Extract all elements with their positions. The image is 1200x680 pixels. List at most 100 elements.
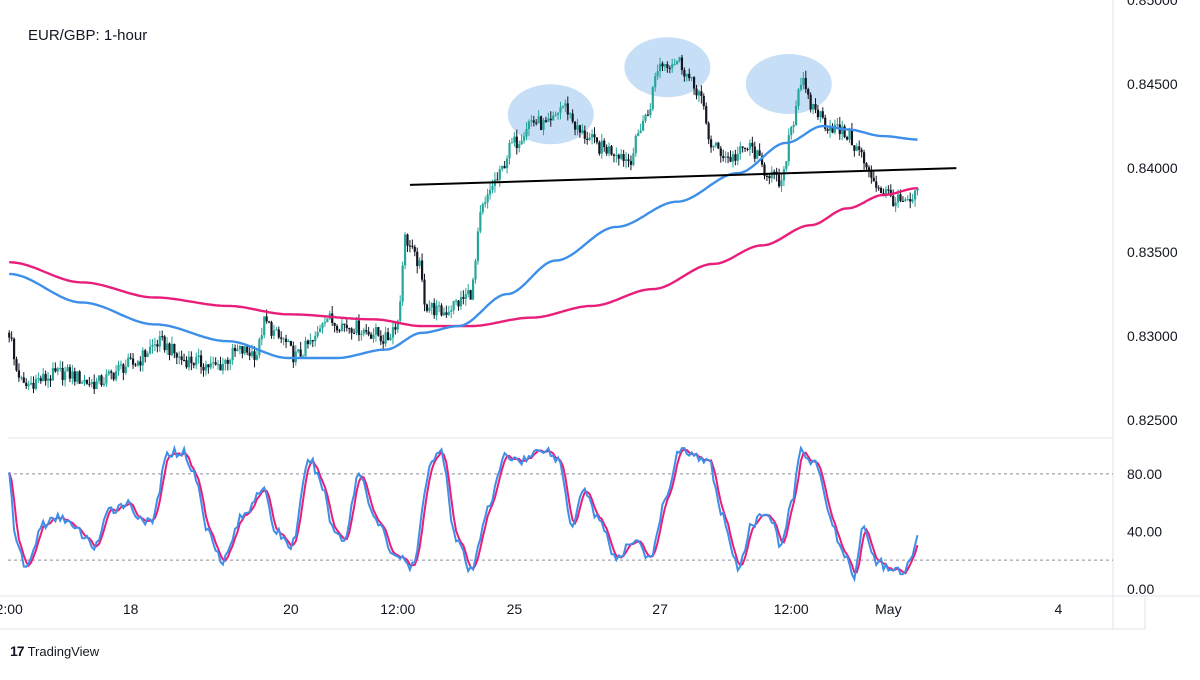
candle-body	[369, 334, 373, 339]
candle-body	[418, 260, 421, 267]
candle-body	[391, 327, 395, 338]
candle-body	[20, 377, 23, 379]
candle-body	[362, 329, 365, 334]
candle-body	[46, 378, 50, 381]
candle-body	[185, 360, 188, 368]
candle-body	[649, 109, 652, 116]
candle-body	[581, 130, 584, 133]
candle-body	[321, 323, 324, 329]
candle-body	[675, 60, 679, 65]
candle-body	[416, 251, 419, 267]
candle-body	[134, 364, 137, 366]
grid-layer	[0, 0, 1200, 630]
candle-body	[71, 371, 74, 379]
candle-body	[539, 116, 543, 130]
candle-body	[95, 380, 98, 390]
candle-body	[32, 382, 35, 389]
candle-body	[110, 371, 113, 373]
candle-body	[408, 245, 412, 247]
candle-body	[352, 332, 356, 334]
candle-body	[236, 349, 239, 352]
stochastic-tick-label: 0.00	[1127, 581, 1154, 597]
candle-body	[605, 147, 608, 154]
candle-body	[515, 136, 518, 149]
candle-body	[821, 111, 824, 118]
candle-body	[610, 146, 613, 155]
candle-body	[287, 340, 290, 343]
candle-body	[37, 378, 40, 380]
candle-body	[773, 171, 776, 173]
candle-body	[641, 120, 645, 131]
candle-body	[814, 104, 817, 110]
candle-body	[683, 70, 686, 77]
candle-body	[280, 337, 283, 339]
candle-body	[522, 136, 526, 141]
candle-body	[484, 202, 487, 204]
candle-body	[685, 73, 688, 77]
candle-body	[97, 375, 101, 381]
candle-body	[148, 346, 152, 354]
candle-body	[299, 349, 302, 357]
candle-body	[54, 368, 57, 372]
candle-body	[168, 343, 171, 356]
candle-body	[56, 368, 59, 372]
candle-body	[826, 128, 829, 131]
candle-body	[527, 121, 531, 130]
candle-body	[590, 134, 594, 138]
candle-body	[586, 138, 589, 140]
candle-body	[275, 329, 278, 331]
candle-body	[707, 123, 710, 140]
candle-body	[219, 364, 222, 371]
candle-body	[712, 145, 715, 148]
candle-body	[748, 142, 752, 150]
candle-body	[816, 109, 820, 118]
candle-body	[214, 362, 217, 365]
candle-body	[481, 203, 484, 213]
candle-body	[442, 312, 446, 316]
candle-body	[389, 337, 392, 341]
time-tick-label: 20	[283, 601, 299, 617]
candle-body	[180, 356, 183, 361]
candle-body	[250, 351, 254, 356]
candle-body	[909, 199, 912, 202]
candle-body	[158, 336, 161, 347]
candle-body	[831, 126, 834, 133]
candle-body	[272, 330, 276, 336]
candle-body	[559, 107, 562, 113]
candle-body	[224, 359, 227, 364]
neckline-layer	[409, 167, 957, 186]
candle-body	[39, 378, 42, 382]
candle-body	[102, 383, 106, 386]
candle-body	[243, 346, 246, 354]
candle-body	[343, 323, 346, 325]
candle-body	[248, 352, 251, 356]
candle-body	[12, 338, 16, 360]
candle-body	[209, 363, 212, 368]
candle-body	[751, 142, 754, 147]
candle-body	[855, 146, 858, 151]
candle-body	[403, 234, 407, 266]
candle-body	[146, 353, 149, 357]
candle-body	[624, 159, 628, 161]
candle-body	[671, 64, 674, 69]
candle-body	[663, 64, 667, 67]
candle-body	[697, 91, 701, 96]
candle-body	[532, 120, 535, 123]
candle-body	[469, 290, 472, 300]
candle-body	[345, 324, 348, 328]
candle-body	[357, 320, 361, 336]
candle-body	[595, 137, 599, 143]
candle-body	[561, 106, 565, 108]
candle-body	[163, 336, 166, 351]
candle-body	[459, 297, 463, 307]
candle-body	[386, 332, 390, 341]
candle-body	[913, 190, 917, 200]
candle-body	[289, 340, 293, 346]
candle-body	[34, 378, 38, 389]
candle-body	[498, 169, 501, 180]
candle-body	[207, 364, 210, 368]
candle-body	[88, 383, 91, 385]
candle-body	[569, 113, 572, 115]
candle-body	[726, 156, 730, 158]
candle-body	[785, 161, 788, 170]
